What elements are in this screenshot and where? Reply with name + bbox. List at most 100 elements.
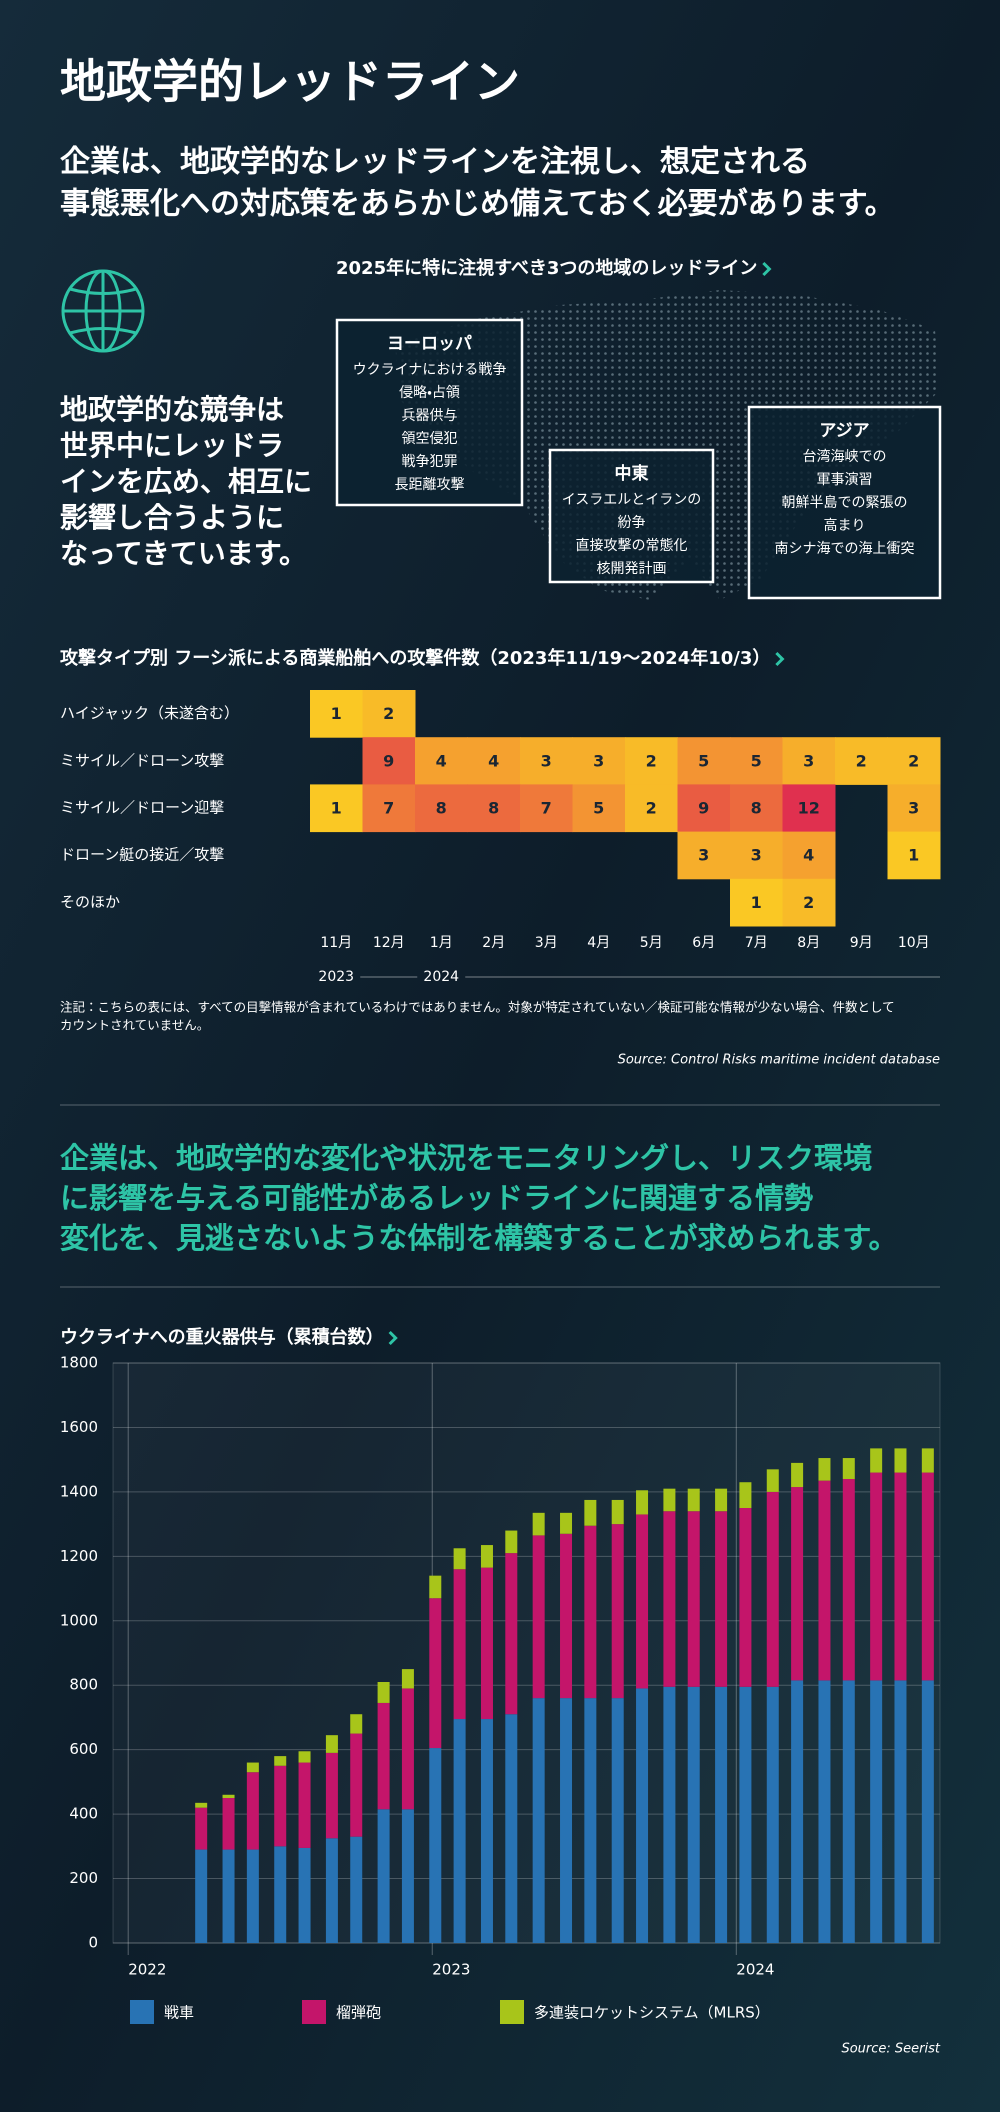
note: 注記：こちらの表には、すべての目撃情報が含まれているわけではありません。対象が特… (60, 1000, 895, 1015)
region-risk: 紛争 (618, 515, 646, 531)
world-map (395, 290, 940, 600)
chevron (762, 261, 772, 277)
cell-label: 1 (908, 846, 919, 865)
cell-label: 8 (436, 799, 447, 818)
subtitle: 企業は、地政学的なレッドラインを注視し、想定される (60, 145, 810, 180)
bar-segment (766, 1469, 779, 1492)
heat-cell (520, 737, 573, 785)
bar-segment (687, 1488, 700, 1512)
bar-segment (870, 1448, 883, 1473)
region-risk: ウクライナにおける戦争 (353, 362, 507, 378)
bar-segment (870, 1472, 883, 1681)
y-tick-label: 1800 (60, 1354, 98, 1372)
bar-segment (584, 1525, 597, 1699)
bar-segment (611, 1524, 624, 1699)
bar-segment (274, 1765, 287, 1847)
bar-segment (739, 1482, 752, 1508)
x-tick-label: 6月 (692, 935, 715, 951)
bar-segment (246, 1849, 259, 1943)
bar-segment (560, 1698, 573, 1943)
plot-area (112, 1362, 941, 1944)
bar-segment (663, 1686, 676, 1943)
x-tick-label: 11月 (320, 935, 352, 951)
heat-cell (362, 737, 416, 785)
intro-line: 世界中にレッドラ (60, 429, 284, 462)
bar-segment (842, 1458, 855, 1479)
cell-label: 5 (751, 751, 762, 770)
region-risk: 朝鮮半島での緊張の (782, 495, 908, 511)
bar-segment (636, 1688, 649, 1943)
legend-swatch (500, 2000, 524, 2024)
bar-segment (377, 1702, 390, 1810)
heat-cell (677, 784, 731, 833)
x-tick-label: 1月 (430, 935, 453, 951)
cell-label: 1 (331, 799, 342, 818)
bar-segment (818, 1480, 831, 1681)
region-risk: 直接攻撃の常態化 (576, 538, 688, 554)
bar-segment (739, 1508, 752, 1687)
heat-cell (887, 831, 941, 880)
y-tick-label: 0 (88, 1934, 98, 1952)
bar-segment (894, 1680, 907, 1943)
x-tick-label: 3月 (535, 935, 558, 951)
legend-label: 多連装ロケットシステム（MLRS） (534, 2004, 770, 2022)
cell-label: 4 (488, 751, 499, 770)
region-risk: 南シナ海での海上衝突 (775, 541, 915, 557)
cell-label: 3 (803, 751, 814, 770)
heat-cell (572, 737, 626, 785)
intro-line: なってきています。 (60, 537, 307, 570)
region-risk: イスラエルとイランの (562, 492, 702, 508)
bar-segment (687, 1511, 700, 1687)
regions-title: 2025年に特に注視すべき3つの地域のレッドライン (336, 257, 757, 279)
bar-segment (246, 1772, 259, 1850)
y-tick-label: 600 (69, 1740, 98, 1758)
cell-label: 2 (646, 799, 657, 818)
y-tick-label: 1000 (60, 1611, 98, 1629)
bar-segment (350, 1836, 363, 1943)
region-box (335, 318, 524, 507)
cell-label: 8 (751, 799, 762, 818)
bar-segment (505, 1553, 518, 1715)
region-box (747, 405, 942, 600)
heat-cell (835, 737, 888, 785)
bar-segment (532, 1535, 545, 1699)
region-box (548, 448, 715, 584)
bar-segment (791, 1462, 804, 1488)
bar-segment (222, 1849, 235, 1943)
bar-segment (818, 1680, 831, 1943)
bar-segment (611, 1698, 624, 1943)
row-label: ハイジャック（未遂含む） (60, 704, 239, 722)
bar-segment (195, 1807, 208, 1850)
heat-cell (362, 784, 416, 833)
message-line: 企業は、地政学的な変化や状況をモニタリングし、リスク環境 (60, 1141, 872, 1175)
bar-segment (663, 1511, 676, 1687)
cell-label: 9 (383, 751, 394, 770)
region-risk: 高まり (824, 517, 866, 534)
bar-segment (274, 1846, 287, 1943)
region-risk: 領空侵犯 (402, 430, 458, 447)
cell-label: 1 (751, 893, 762, 912)
heat-cell (887, 737, 941, 785)
heat-cell (310, 784, 363, 833)
cell-label: 2 (856, 751, 867, 770)
bar-segment (298, 1751, 311, 1763)
heat-cell (887, 784, 941, 833)
bar-segment (377, 1682, 390, 1703)
legend-swatch (302, 2000, 326, 2024)
x-tick-label: 2024 (736, 1961, 774, 1979)
cell-label: 5 (593, 799, 604, 818)
bar-segment (842, 1479, 855, 1681)
region-risk: 台湾海峡での (803, 448, 887, 465)
legend-label: 戦車 (164, 2004, 194, 2022)
note: カウントされていません。 (60, 1018, 209, 1033)
heat-cell (730, 831, 783, 880)
y-tick-label: 1600 (60, 1418, 98, 1436)
heat-cell (467, 737, 521, 785)
intro-line: インを広め、相互に (60, 465, 312, 498)
x-tick-label: 8月 (797, 935, 820, 951)
bar-segment (791, 1487, 804, 1681)
bar-segment (429, 1598, 442, 1749)
x-tick-label: 2月 (482, 935, 505, 951)
heat-cell (677, 737, 731, 785)
bar-segment (894, 1448, 907, 1473)
